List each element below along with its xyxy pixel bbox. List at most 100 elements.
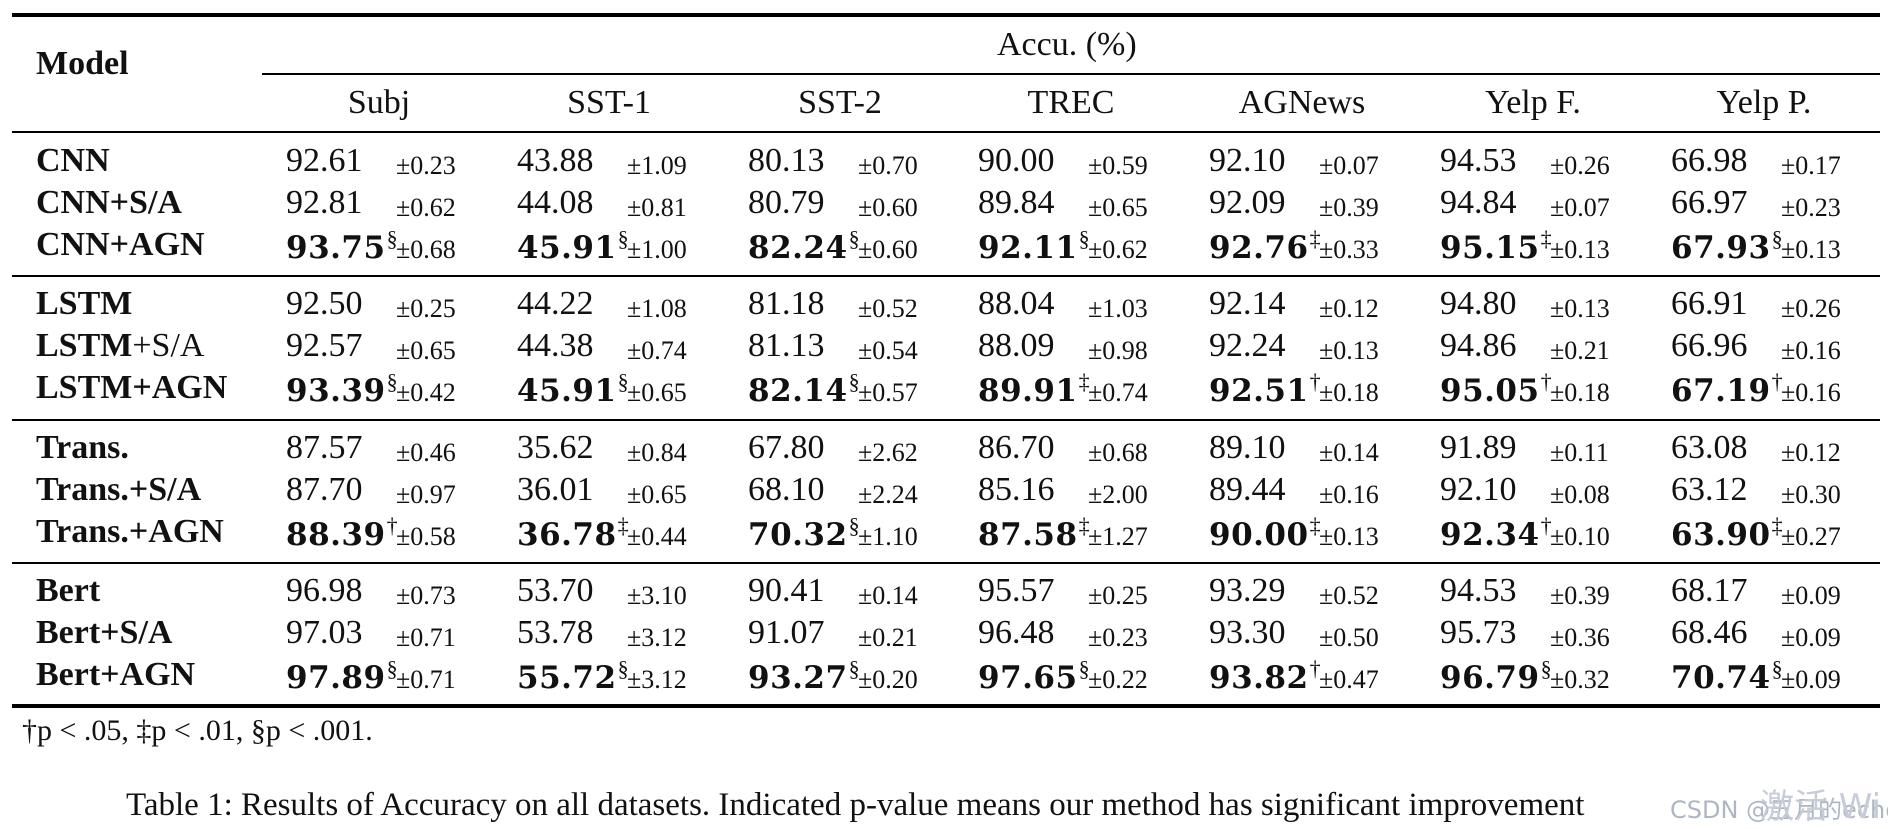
std-deviation: ±3.12 xyxy=(627,623,687,652)
accuracy-cell: 68.46 ±0.09 xyxy=(1671,616,1841,651)
accuracy-value: 92.09 xyxy=(1209,184,1286,221)
std-deviation: ±0.09 xyxy=(1781,665,1841,694)
significance-marker: § xyxy=(617,656,629,681)
dataset-header-sst-1: SST-1 xyxy=(567,84,651,121)
accuracy-value: 97.03 xyxy=(286,614,363,651)
std-deviation: ±0.46 xyxy=(396,438,456,467)
std-deviation: ±1.00 xyxy=(627,235,687,264)
accuracy-value: 43.88 xyxy=(517,142,594,179)
accuracy-value: 68.10 xyxy=(748,471,825,508)
accuracy-value: 96.79 xyxy=(1440,660,1540,696)
model-name-text: Trans.+AGN xyxy=(36,513,224,550)
accuracy-cell: 91.89 ±0.11 xyxy=(1440,429,1609,466)
accuracy-value: 66.96 xyxy=(1671,327,1748,364)
header-model-label: Model xyxy=(36,45,129,82)
accuracy-cell: 94.86 ±0.21 xyxy=(1440,327,1610,364)
accuracy-value: 66.91 xyxy=(1671,285,1748,322)
accuracy-cell: 90.41 ±0.14 xyxy=(748,574,918,609)
significance-marker: † xyxy=(1540,513,1552,538)
accuracy-value: 67.19 xyxy=(1671,373,1771,409)
accuracy-cell: 43.88 ±1.09 xyxy=(517,142,687,179)
accuracy-value: 87.57 xyxy=(286,429,363,466)
accuracy-cell: 35.62 ±0.84 xyxy=(517,431,687,466)
std-deviation: ±0.13 xyxy=(1550,294,1610,323)
std-deviation: ±0.18 xyxy=(1319,378,1379,407)
std-deviation: ±0.58 xyxy=(396,522,456,551)
accuracy-cell: 68.10 ±2.24 xyxy=(748,471,918,508)
accuracy-cell: 95.73 ±0.36 xyxy=(1440,616,1610,651)
accuracy-value: 91.89 xyxy=(1440,429,1517,466)
accuracy-cell: 70.74§ ±0.09 xyxy=(1671,658,1841,695)
accuracy-value: 88.09 xyxy=(978,327,1055,364)
std-deviation: ±3.10 xyxy=(627,581,687,610)
model-name-text: Bert+AGN xyxy=(36,656,196,693)
model-name: Bert+S/A xyxy=(36,616,172,650)
accuracy-value: 95.05 xyxy=(1440,373,1540,409)
std-deviation: ±0.68 xyxy=(396,235,456,264)
accuracy-cell: 94.53 ±0.26 xyxy=(1440,144,1610,179)
accuracy-value: 53.70 xyxy=(517,572,594,609)
std-deviation: ±1.10 xyxy=(858,522,918,551)
accuracy-cell: 94.80 ±0.13 xyxy=(1440,287,1610,322)
significance-marker: § xyxy=(1078,226,1090,251)
accuracy-value: 55.72 xyxy=(517,660,617,696)
accuracy-cell: 89.10 ±0.14 xyxy=(1209,429,1379,466)
model-name: CNN xyxy=(36,144,110,178)
model-name: CNN+S/A xyxy=(36,186,182,220)
significance-marker: † xyxy=(386,513,398,538)
accuracy-value: 97.89 xyxy=(286,660,386,696)
accuracy-value: 91.07 xyxy=(748,614,825,651)
model-name-text: Trans.+S/A xyxy=(36,471,202,508)
accuracy-cell: 66.96 ±0.16 xyxy=(1671,327,1841,364)
accuracy-value: 93.27 xyxy=(748,660,848,696)
accuracy-value: 92.57 xyxy=(286,327,363,364)
model-name: Bert xyxy=(36,574,100,608)
accuracy-cell: 89.44 ±0.16 xyxy=(1209,473,1379,508)
accuracy-value: 92.14 xyxy=(1209,285,1286,322)
std-deviation: ±0.65 xyxy=(627,480,687,509)
std-deviation: ±0.21 xyxy=(1550,336,1610,365)
group-rule-1 xyxy=(12,275,1880,277)
std-deviation: ±1.08 xyxy=(627,294,687,323)
accuracy-cell: 92.10 ±0.07 xyxy=(1209,144,1379,179)
significance-marker: § xyxy=(848,513,860,538)
header-bottom-rule xyxy=(12,131,1880,133)
accuracy-cell: 91.07 ±0.21 xyxy=(748,614,918,651)
accuracy-cell: 85.16 ±2.00 xyxy=(978,471,1148,508)
std-deviation: ±0.09 xyxy=(1781,581,1841,610)
accuracy-value: 63.08 xyxy=(1671,429,1748,466)
std-deviation: ±0.60 xyxy=(858,235,918,264)
significance-marker: † xyxy=(1309,656,1321,681)
std-deviation: ±0.97 xyxy=(396,480,456,509)
accuracy-cell: 68.17 ±0.09 xyxy=(1671,574,1841,609)
accuracy-value: 89.10 xyxy=(1209,429,1286,466)
accuracy-cell: 94.53 ±0.39 xyxy=(1440,574,1610,609)
model-name: Bert+AGN xyxy=(36,658,195,692)
std-deviation: ±0.44 xyxy=(627,522,687,551)
accuracy-cell: 95.05† ±0.18 xyxy=(1440,371,1610,409)
std-deviation: ±0.70 xyxy=(858,151,918,180)
accuracy-cell: 88.04 ±1.03 xyxy=(978,287,1148,322)
std-deviation: ±0.47 xyxy=(1319,665,1379,694)
std-deviation: ±0.71 xyxy=(396,665,456,694)
significance-marker: § xyxy=(848,656,860,681)
accuracy-value: 93.39 xyxy=(286,373,386,409)
std-deviation: ±0.17 xyxy=(1781,151,1841,180)
significance-marker: § xyxy=(386,656,398,681)
model-name-text: Bert+S/A xyxy=(36,614,173,651)
dataset-header-subj: Subj xyxy=(347,84,411,121)
csdn-watermark: CSDN @五月的echo xyxy=(1670,796,1888,824)
std-deviation: ±0.12 xyxy=(1781,438,1841,467)
std-deviation: ±0.59 xyxy=(1088,151,1148,180)
accuracy-value: 80.13 xyxy=(748,142,825,179)
accuracy-value: 85.16 xyxy=(978,471,1055,508)
accuracy-cell: 63.08 ±0.12 xyxy=(1671,429,1841,466)
significance-marker: ‡ xyxy=(1309,513,1321,538)
accuracy-cell: 53.78 ±3.12 xyxy=(517,616,687,651)
model-name-text: Trans. xyxy=(36,429,129,466)
accuracy-value: 94.86 xyxy=(1440,327,1517,364)
std-deviation: ±0.25 xyxy=(396,294,456,323)
significance-marker: ‡ xyxy=(1771,513,1783,538)
accuracy-cell: 92.57 ±0.65 xyxy=(286,327,456,364)
std-deviation: ±0.18 xyxy=(1550,378,1610,407)
